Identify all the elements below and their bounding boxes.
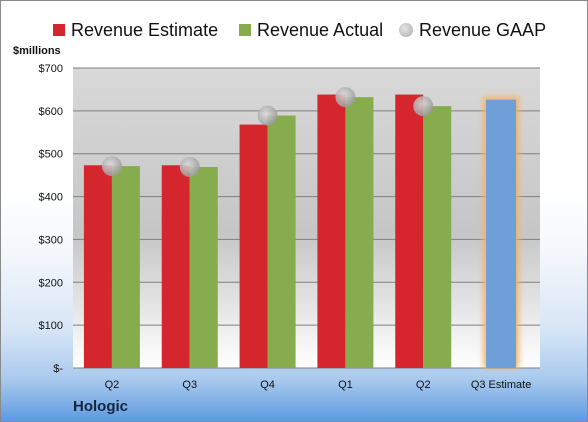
bar-revenue-projection xyxy=(486,99,517,368)
plot-area xyxy=(73,68,540,368)
x-tick-label: Q4 xyxy=(260,379,275,391)
legend-label-estimate: Revenue Estimate xyxy=(71,19,219,40)
legend-item-gaap: Revenue GAAP xyxy=(399,18,546,42)
legend-label-gaap: Revenue GAAP xyxy=(419,19,547,40)
bar-revenue-estimate xyxy=(239,124,268,368)
point-revenue-gaap xyxy=(257,105,278,126)
point-revenue-gaap xyxy=(335,87,356,108)
legend-swatch-estimate xyxy=(53,24,65,36)
y-tick-label: $600 xyxy=(39,106,63,118)
x-tick-label: Q2 xyxy=(416,379,431,391)
x-tick-label: Q3 xyxy=(182,379,197,391)
point-revenue-gaap xyxy=(413,96,434,117)
y-axis-units: $millions xyxy=(13,45,61,57)
bar-revenue-actual xyxy=(345,97,374,369)
point-revenue-gaap xyxy=(101,156,122,177)
bar-revenue-actual xyxy=(267,115,296,368)
y-tick-label: $100 xyxy=(39,320,63,332)
point-revenue-gaap xyxy=(179,157,200,177)
y-tick-label: $300 xyxy=(39,234,63,246)
y-tick-label: $500 xyxy=(39,149,63,161)
bar-revenue-estimate xyxy=(161,165,190,368)
legend-marker-gaap xyxy=(399,23,413,37)
bar-revenue-estimate xyxy=(83,165,112,368)
bar-revenue-actual xyxy=(111,166,140,368)
x-tick-label: Q2 xyxy=(105,379,120,391)
x-tick-label: Q1 xyxy=(338,379,353,391)
y-tick-label: $700 xyxy=(39,63,63,75)
bar-revenue-actual xyxy=(423,106,452,369)
bar-revenue-actual xyxy=(189,167,218,368)
legend-label-actual: Revenue Actual xyxy=(257,19,384,40)
y-tick-label: $400 xyxy=(39,192,63,204)
legend-item-actual: Revenue Actual xyxy=(239,18,383,42)
bar-revenue-estimate xyxy=(395,94,424,369)
legend-item-estimate: Revenue Estimate xyxy=(53,18,218,42)
company-name: Hologic xyxy=(73,398,128,415)
y-tick-label: $- xyxy=(53,363,63,375)
y-tick-label: $200 xyxy=(39,277,63,289)
x-tick-label: Q3 Estimate xyxy=(471,379,532,391)
bar-revenue-estimate xyxy=(317,94,346,369)
legend-swatch-actual xyxy=(239,24,251,36)
